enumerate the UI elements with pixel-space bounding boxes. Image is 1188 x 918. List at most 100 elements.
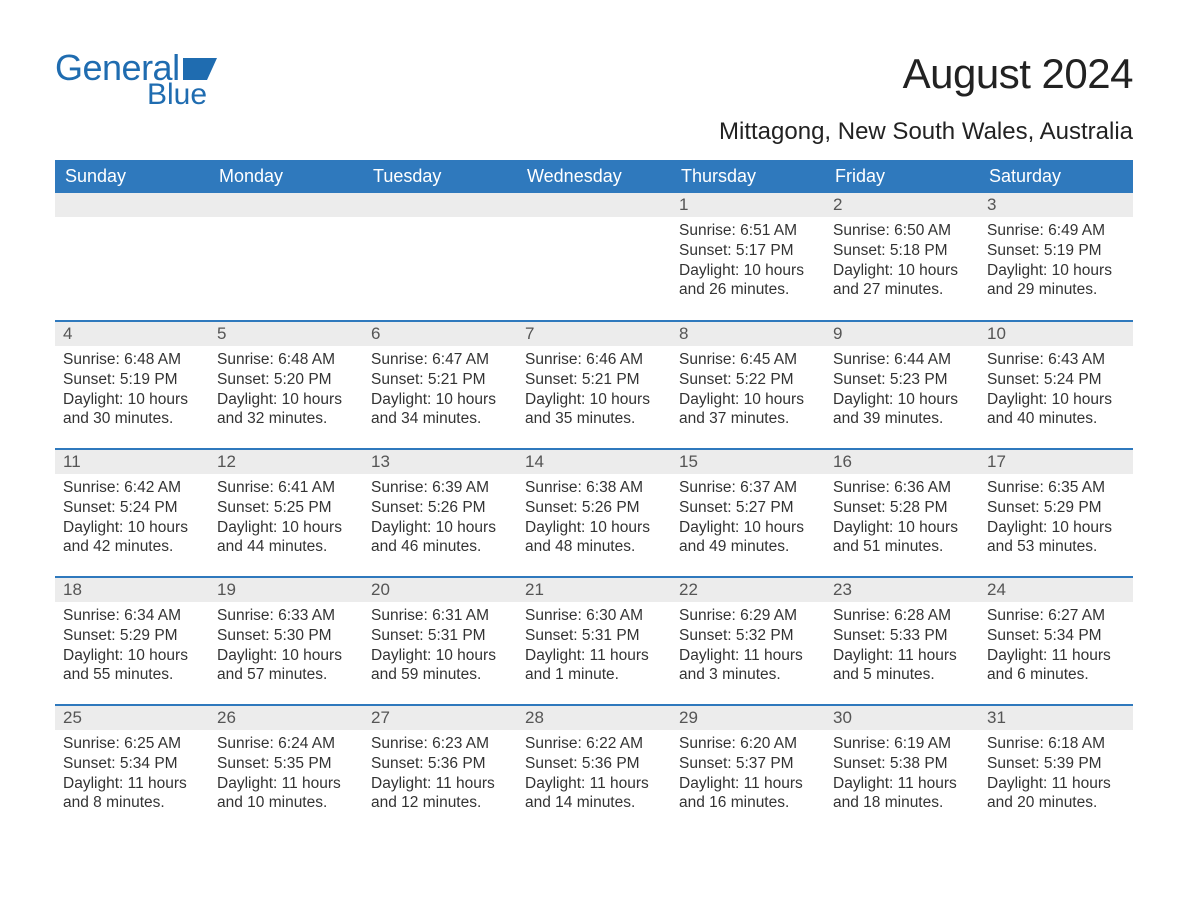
calendar-cell: 12Sunrise: 6:41 AMSunset: 5:25 PMDayligh… (209, 449, 363, 577)
daylight-line: Daylight: 10 hours and 34 minutes. (371, 390, 509, 430)
sunset-line-label: Sunset: (987, 242, 1044, 259)
calendar-cell (55, 193, 209, 321)
day-number: 19 (209, 578, 363, 602)
calendar-cell: 19Sunrise: 6:33 AMSunset: 5:30 PMDayligh… (209, 577, 363, 705)
sunset-line: Sunset: 5:26 PM (371, 498, 509, 518)
sunrise-line-label: Sunrise: (371, 607, 432, 624)
sunrise-line-label: Sunrise: (679, 222, 740, 239)
day-number: 10 (979, 322, 1133, 346)
sunset-line: Sunset: 5:17 PM (679, 241, 817, 261)
sunset-line: Sunset: 5:32 PM (679, 626, 817, 646)
sunrise-line-value: 6:50 AM (894, 222, 951, 239)
daylight-line: Daylight: 10 hours and 26 minutes. (679, 261, 817, 301)
weekday-header: Tuesday (363, 160, 517, 193)
sunset-line: Sunset: 5:31 PM (371, 626, 509, 646)
sunrise-line-label: Sunrise: (679, 735, 740, 752)
sunrise-line: Sunrise: 6:44 AM (833, 350, 971, 370)
sunset-line: Sunset: 5:36 PM (525, 754, 663, 774)
sunset-line-value: 5:35 PM (274, 755, 332, 772)
sunrise-line-value: 6:38 AM (586, 479, 643, 496)
sunrise-line-label: Sunrise: (63, 479, 124, 496)
day-number: 23 (825, 578, 979, 602)
sunset-line-label: Sunset: (987, 627, 1044, 644)
sunset-line-label: Sunset: (833, 627, 890, 644)
calendar-cell: 6Sunrise: 6:47 AMSunset: 5:21 PMDaylight… (363, 321, 517, 449)
calendar-cell: 30Sunrise: 6:19 AMSunset: 5:38 PMDayligh… (825, 705, 979, 833)
day-body: Sunrise: 6:24 AMSunset: 5:35 PMDaylight:… (209, 730, 363, 819)
sunset-line-label: Sunset: (987, 755, 1044, 772)
calendar-head: SundayMondayTuesdayWednesdayThursdayFrid… (55, 160, 1133, 193)
sunset-line-label: Sunset: (371, 499, 428, 516)
day-number: 18 (55, 578, 209, 602)
sunset-line-label: Sunset: (679, 627, 736, 644)
day-body: Sunrise: 6:47 AMSunset: 5:21 PMDaylight:… (363, 346, 517, 435)
day-body: Sunrise: 6:35 AMSunset: 5:29 PMDaylight:… (979, 474, 1133, 563)
calendar-cell: 27Sunrise: 6:23 AMSunset: 5:36 PMDayligh… (363, 705, 517, 833)
day-number: 14 (517, 450, 671, 474)
sunrise-line-label: Sunrise: (217, 351, 278, 368)
daylight-line-label: Daylight: (987, 391, 1052, 408)
daylight-line: Daylight: 11 hours and 18 minutes. (833, 774, 971, 814)
sunset-line-label: Sunset: (63, 627, 120, 644)
calendar-row: 18Sunrise: 6:34 AMSunset: 5:29 PMDayligh… (55, 577, 1133, 705)
sunrise-line-value: 6:34 AM (124, 607, 181, 624)
day-number-empty (209, 193, 363, 217)
daylight-line: Daylight: 11 hours and 3 minutes. (679, 646, 817, 686)
sunset-line: Sunset: 5:34 PM (63, 754, 201, 774)
day-number: 27 (363, 706, 517, 730)
sunrise-line-value: 6:35 AM (1048, 479, 1105, 496)
sunrise-line-value: 6:44 AM (894, 351, 951, 368)
sunrise-line: Sunrise: 6:39 AM (371, 478, 509, 498)
sunset-line-value: 5:24 PM (120, 499, 178, 516)
daylight-line-label: Daylight: (833, 775, 898, 792)
day-body: Sunrise: 6:42 AMSunset: 5:24 PMDaylight:… (55, 474, 209, 563)
calendar-cell: 24Sunrise: 6:27 AMSunset: 5:34 PMDayligh… (979, 577, 1133, 705)
sunrise-line-value: 6:22 AM (586, 735, 643, 752)
sunrise-line-value: 6:36 AM (894, 479, 951, 496)
sunset-line: Sunset: 5:28 PM (833, 498, 971, 518)
day-number: 3 (979, 193, 1133, 217)
day-body: Sunrise: 6:34 AMSunset: 5:29 PMDaylight:… (55, 602, 209, 691)
day-body: Sunrise: 6:48 AMSunset: 5:20 PMDaylight:… (209, 346, 363, 435)
daylight-line-label: Daylight: (371, 391, 436, 408)
day-number: 1 (671, 193, 825, 217)
sunrise-line-value: 6:30 AM (586, 607, 643, 624)
sunrise-line: Sunrise: 6:35 AM (987, 478, 1125, 498)
daylight-line-label: Daylight: (679, 775, 744, 792)
sunrise-line-label: Sunrise: (833, 479, 894, 496)
sunrise-line-value: 6:19 AM (894, 735, 951, 752)
sunset-line: Sunset: 5:38 PM (833, 754, 971, 774)
sunset-line-label: Sunset: (63, 499, 120, 516)
sunset-line-label: Sunset: (63, 371, 120, 388)
sunset-line-label: Sunset: (987, 371, 1044, 388)
sunset-line-label: Sunset: (371, 755, 428, 772)
sunrise-line-label: Sunrise: (833, 351, 894, 368)
daylight-line-label: Daylight: (525, 519, 590, 536)
day-body: Sunrise: 6:25 AMSunset: 5:34 PMDaylight:… (55, 730, 209, 819)
day-number: 25 (55, 706, 209, 730)
sunset-line-label: Sunset: (679, 371, 736, 388)
daylight-line-label: Daylight: (217, 775, 282, 792)
sunrise-line-label: Sunrise: (987, 351, 1048, 368)
sunset-line-label: Sunset: (63, 755, 120, 772)
sunset-line: Sunset: 5:21 PM (371, 370, 509, 390)
sunrise-line-value: 6:25 AM (124, 735, 181, 752)
sunset-line: Sunset: 5:19 PM (987, 241, 1125, 261)
sunrise-line: Sunrise: 6:25 AM (63, 734, 201, 754)
sunrise-line: Sunrise: 6:48 AM (217, 350, 355, 370)
day-number: 8 (671, 322, 825, 346)
sunrise-line-value: 6:41 AM (278, 479, 335, 496)
logo: General Blue (55, 50, 217, 110)
daylight-line-label: Daylight: (987, 262, 1052, 279)
daylight-line-label: Daylight: (217, 647, 282, 664)
daylight-line: Daylight: 10 hours and 42 minutes. (63, 518, 201, 558)
sunset-line-label: Sunset: (987, 499, 1044, 516)
calendar-row: 4Sunrise: 6:48 AMSunset: 5:19 PMDaylight… (55, 321, 1133, 449)
weekday-header: Monday (209, 160, 363, 193)
sunset-line-value: 5:21 PM (582, 371, 640, 388)
day-body: Sunrise: 6:20 AMSunset: 5:37 PMDaylight:… (671, 730, 825, 819)
calendar-cell: 1Sunrise: 6:51 AMSunset: 5:17 PMDaylight… (671, 193, 825, 321)
sunset-line: Sunset: 5:19 PM (63, 370, 201, 390)
sunset-line-label: Sunset: (525, 755, 582, 772)
sunset-line-value: 5:39 PM (1044, 755, 1102, 772)
